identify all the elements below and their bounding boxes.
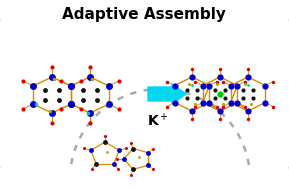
FancyArrow shape <box>148 84 186 104</box>
Text: Adaptive Assembly: Adaptive Assembly <box>62 6 226 22</box>
Text: K$^+$: K$^+$ <box>147 112 169 130</box>
